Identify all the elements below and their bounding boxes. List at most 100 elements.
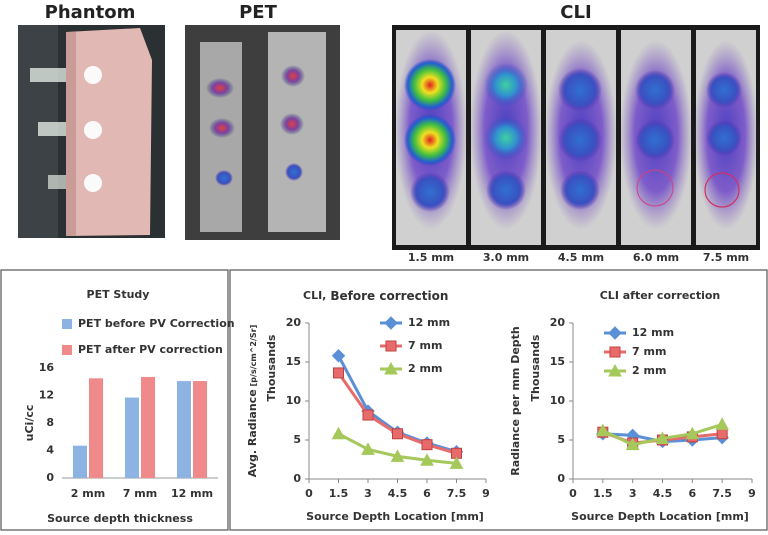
x-tick-label: 0 <box>305 487 313 500</box>
marker <box>716 428 728 440</box>
depth-label: 4.5 mm <box>558 251 604 264</box>
y-tick-label: 10 <box>550 394 566 407</box>
chart-title: CLI, Before correction <box>303 289 448 303</box>
depth-label: 1.5 mm <box>408 251 454 264</box>
y-tick-label: 15 <box>286 355 301 368</box>
marker <box>685 426 700 440</box>
marker <box>449 456 464 469</box>
x-tick-label: 1.5 <box>593 487 613 500</box>
x-tick-label: 6 <box>423 487 431 500</box>
series-line <box>337 372 457 455</box>
y-tick-label: 0 <box>557 472 565 485</box>
x-tick-label: 2 mm <box>71 487 105 500</box>
y-tick-label: 20 <box>286 316 302 329</box>
marker <box>595 423 610 437</box>
x-tick-label: 6 <box>689 487 697 500</box>
bar <box>89 378 104 478</box>
y-axis-label: Thousands <box>265 334 278 401</box>
y-axis-label: Thousands <box>529 334 542 401</box>
x-axis-label: Source Depth Location [mm] <box>571 510 749 523</box>
x-tick-label: 0 <box>569 487 577 500</box>
y-tick-label: 12 <box>39 389 54 402</box>
marker <box>390 449 405 462</box>
chart-title: CLI after correction <box>600 289 721 302</box>
cli-image <box>392 25 760 250</box>
legend-marker <box>608 363 622 377</box>
panel-frame <box>229 269 768 531</box>
marker <box>655 431 670 444</box>
y-axis-label: Radiance per mm Depth <box>509 326 522 476</box>
panel-title: Phantom <box>45 2 136 23</box>
x-tick-label: 12 mm <box>171 487 213 500</box>
marker <box>392 428 403 440</box>
x-tick-label: 9 <box>482 487 490 500</box>
bar <box>72 445 87 478</box>
bar <box>176 381 191 478</box>
x-tick-label: 1.5 <box>329 487 349 500</box>
panel-title: PET <box>239 2 277 23</box>
marker <box>715 417 730 430</box>
y-axis-label: Radiance per mm Depth <box>509 326 522 476</box>
y-tick-label: 8 <box>46 416 54 429</box>
legend-label: 12 mm <box>408 316 450 329</box>
legend-marker <box>609 346 621 358</box>
depth-label: 6.0 mm <box>633 251 679 264</box>
legend-label: PET after PV correction <box>78 343 223 356</box>
x-tick-label: 3 <box>629 487 637 500</box>
legend-label: 12 mm <box>632 326 674 339</box>
legend-swatch <box>62 345 72 355</box>
depth-label: 7.5 mm <box>703 251 749 264</box>
y-tick-label: 20 <box>550 316 566 329</box>
legend-label: 7 mm <box>632 345 666 358</box>
chart-title: CLI after correction <box>600 289 721 302</box>
legend-marker <box>608 326 622 340</box>
marker <box>420 453 434 466</box>
y-tick-label: 10 <box>286 394 302 407</box>
y-axis-unit: [p/s/cm^2/Sr] <box>249 325 258 387</box>
legend-marker <box>384 316 398 330</box>
legend-label: 7 mm <box>408 339 442 352</box>
marker <box>331 426 346 440</box>
chart-title: CLI, <box>303 289 326 302</box>
marker <box>361 442 375 455</box>
depth-label: 3.0 mm <box>483 251 529 264</box>
panel-title: CLI <box>560 2 591 23</box>
legend-marker <box>385 340 397 352</box>
y-tick-label: 16 <box>39 361 55 374</box>
chart-subtitle: Before correction <box>330 289 448 303</box>
x-tick-label: 9 <box>748 487 756 500</box>
bar <box>193 381 208 478</box>
legend-label: 2 mm <box>408 362 442 375</box>
legend-swatch <box>62 319 72 329</box>
y-axis-label: uCi/cc <box>23 405 36 442</box>
y-tick-label: 5 <box>293 433 301 446</box>
x-tick-label: 7.5 <box>712 487 732 500</box>
bar <box>124 397 139 478</box>
y-tick-label: 0 <box>46 471 54 484</box>
y-axis-label: uCi/cc <box>23 405 36 442</box>
y-tick-label: 4 <box>46 444 54 457</box>
y-axis-label: Avg. Radiance <box>246 389 259 477</box>
pet-image <box>185 25 340 240</box>
marker <box>333 367 344 379</box>
y-tick-label: 0 <box>293 472 301 485</box>
marker <box>331 349 346 363</box>
chart-title: PET Study <box>87 288 150 301</box>
x-axis-label: Source Depth Location [mm] <box>306 510 484 523</box>
x-tick-label: 7 mm <box>123 487 157 500</box>
phantom-photo <box>18 25 165 238</box>
marker <box>362 409 374 421</box>
legend-label: PET before PV Correction <box>78 317 235 330</box>
x-tick-label: 4.5 <box>653 487 673 500</box>
y-axis-label: Avg. Radiance [p/s/cm^2/Sr] <box>246 325 259 478</box>
x-tick-label: 7.5 <box>447 487 467 500</box>
legend-marker <box>384 361 398 375</box>
x-tick-label: 4.5 <box>388 487 408 500</box>
chart-title: PET Study <box>87 288 150 301</box>
y-tick-label: 15 <box>550 355 565 368</box>
panel-frame <box>0 269 229 531</box>
legend-label: 2 mm <box>632 364 666 377</box>
marker <box>421 439 433 451</box>
x-tick-label: 3 <box>364 487 372 500</box>
